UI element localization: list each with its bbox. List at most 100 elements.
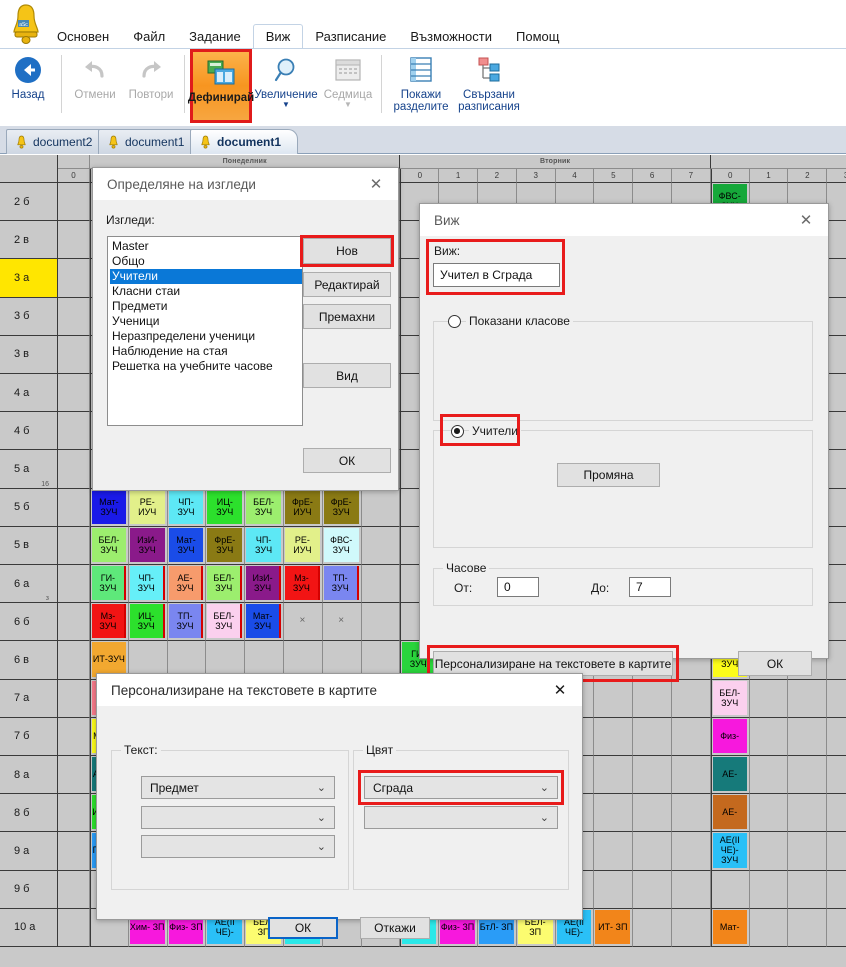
views-list-item-8[interactable]: Решетка на учебните часове [112, 359, 273, 373]
timetable-cell[interactable]: ИТ- ЗП [594, 908, 634, 947]
views-list-item-2[interactable]: Учители [110, 269, 302, 284]
lesson-card[interactable]: БЕЛ-ЗУЧ [246, 489, 281, 524]
timetable-cell[interactable]: АЕ- [710, 794, 750, 833]
lesson-card[interactable]: ИТ-ЗУЧ [92, 642, 126, 677]
timetable-cell[interactable] [633, 832, 672, 871]
timetable-cell[interactable] [749, 870, 789, 909]
define-button[interactable]: Дефинирай [188, 49, 254, 123]
timetable-cell[interactable] [672, 908, 711, 947]
row-header[interactable]: 3 а [0, 259, 58, 298]
lesson-card[interactable]: АЕ- ЗУЧ [168, 566, 204, 601]
timetable-cell[interactable] [633, 717, 672, 756]
timetable-cell[interactable] [827, 335, 846, 374]
color-select-1[interactable]: ⌄ [364, 806, 558, 829]
shown-classes-radio[interactable] [448, 315, 461, 328]
timetable-cell[interactable]: ИЦ- ЗУЧ [128, 603, 168, 642]
menu-item-vizh[interactable]: Виж [252, 24, 304, 49]
timetable-cell[interactable] [361, 565, 401, 604]
lesson-card[interactable]: БЕЛ-ЗУЧ [207, 566, 243, 601]
timetable-cell[interactable] [749, 717, 789, 756]
timetable-cell[interactable]: ИЦ- ЗУЧ [206, 488, 246, 527]
timetable-cell[interactable]: БЕЛ-ЗУЧ [245, 488, 284, 527]
timetable-cell[interactable] [827, 526, 846, 565]
chevron-down-icon[interactable]: ▼ [282, 100, 290, 109]
lesson-card[interactable]: ГИ- ЗУЧ [92, 566, 126, 601]
timetable-cell[interactable] [827, 374, 846, 413]
timetable-cell[interactable] [827, 870, 846, 909]
change-button[interactable]: Промяна [557, 463, 660, 487]
lesson-card[interactable]: × [299, 615, 306, 627]
remove-view-button[interactable]: Премахни [303, 304, 391, 329]
timetable-cell[interactable] [827, 221, 846, 260]
timetable-cell[interactable] [633, 908, 672, 947]
timetable-cell[interactable]: × [284, 603, 323, 642]
lesson-card[interactable]: Мат-ЗУЧ [168, 527, 204, 562]
menu-item-pomosht[interactable]: Помощ [516, 28, 560, 44]
timetable-cell[interactable]: ФВС-ЗУЧ [322, 526, 362, 565]
customize-cancel-button[interactable]: Откажи [360, 917, 430, 939]
timetable-cell[interactable] [749, 756, 789, 795]
row-header[interactable]: 6 б [0, 603, 58, 642]
row-header[interactable]: 9 а [0, 832, 58, 871]
timetable-cell[interactable]: АЕ- ЗУЧ [167, 565, 207, 604]
hours-from-input[interactable]: 0 [497, 577, 539, 597]
timetable-cell[interactable] [827, 488, 846, 527]
lesson-card[interactable]: ФрЕ-ИУЧ [285, 489, 320, 524]
timetable-cell[interactable]: РЕ- ИУЧ [128, 488, 168, 527]
lesson-card[interactable]: ИТ- ЗП [595, 909, 631, 944]
timetable-cell[interactable] [827, 641, 846, 680]
timetable-cell[interactable] [749, 794, 789, 833]
timetable-cell[interactable]: ФрЕ-ЗУЧ [206, 526, 246, 565]
timetable-cell[interactable] [827, 565, 846, 604]
timetable-cell[interactable] [594, 756, 634, 795]
timetable-cell[interactable] [594, 717, 634, 756]
timetable-cell[interactable]: БЕЛ-ЗУЧ [90, 526, 129, 565]
row-header[interactable]: 3 б [0, 297, 58, 336]
timetable-cell[interactable] [827, 259, 846, 298]
new-view-button[interactable]: Нов [303, 238, 391, 264]
row-header[interactable]: 4 б [0, 412, 58, 451]
lesson-card[interactable]: АЕ- [712, 795, 747, 830]
timetable-cell[interactable]: ИзИ-ЗУЧ [245, 565, 284, 604]
timetable-cell[interactable] [827, 412, 846, 451]
timetable-cell[interactable]: ИзИ-ЗУЧ [128, 526, 168, 565]
timetable-cell[interactable]: ЧП- ЗУЧ [167, 488, 207, 527]
timetable-cell[interactable]: ТП- ЗУЧ [322, 565, 362, 604]
row-header[interactable]: 8 а [0, 756, 58, 795]
lesson-card[interactable]: БЕЛ-ЗУЧ [92, 527, 126, 562]
timetable-cell[interactable] [827, 450, 846, 489]
view-type-button[interactable]: Вид [303, 363, 391, 388]
row-header[interactable]: 6 в [0, 641, 58, 680]
lesson-card[interactable]: АЕ- [712, 757, 747, 792]
bell-icon[interactable]: aSc [6, 2, 46, 44]
row-header[interactable]: 4 а [0, 374, 58, 413]
text-select-2[interactable]: ⌄ [141, 835, 335, 858]
close-icon[interactable]: ✕ [799, 212, 813, 229]
timetable-cell[interactable] [594, 832, 634, 871]
timetable-cell[interactable] [633, 679, 672, 718]
edit-view-button[interactable]: Редактирай [303, 272, 391, 297]
menu-item-fail[interactable]: Файл [133, 28, 166, 44]
row-header[interactable]: 9 б [0, 870, 58, 909]
row-header[interactable]: 2 б [0, 183, 58, 222]
timetable-cell[interactable] [788, 717, 828, 756]
timetable-cell[interactable] [672, 870, 711, 909]
chevron-down-icon-week[interactable]: ▼ [344, 100, 352, 109]
lesson-card[interactable]: ФрЕ-ЗУЧ [323, 489, 359, 524]
row-header[interactable]: 8 б [0, 794, 58, 833]
row-header[interactable]: 7 б [0, 717, 58, 756]
lesson-card[interactable]: АЕ(II ЧЕ)-ЗУЧ [712, 833, 747, 868]
timetable-cell[interactable]: Мз- ЗУЧ [90, 603, 129, 642]
timetable-cell[interactable] [788, 794, 828, 833]
close-icon[interactable]: ✕ [369, 176, 383, 193]
timetable-cell[interactable] [827, 756, 846, 795]
timetable-cell[interactable]: ГИ- ЗУЧ [90, 565, 129, 604]
view-name-input[interactable]: Учител в Сграда [433, 263, 560, 287]
row-header[interactable]: 5 а 16 [0, 450, 58, 489]
views-list-item-4[interactable]: Предмети [112, 299, 168, 313]
timetable-cell[interactable]: ФрЕ-ЗУЧ [322, 488, 362, 527]
timetable-cell[interactable] [827, 183, 846, 222]
timetable-cell[interactable] [827, 908, 846, 947]
timetable-cell[interactable] [788, 832, 828, 871]
